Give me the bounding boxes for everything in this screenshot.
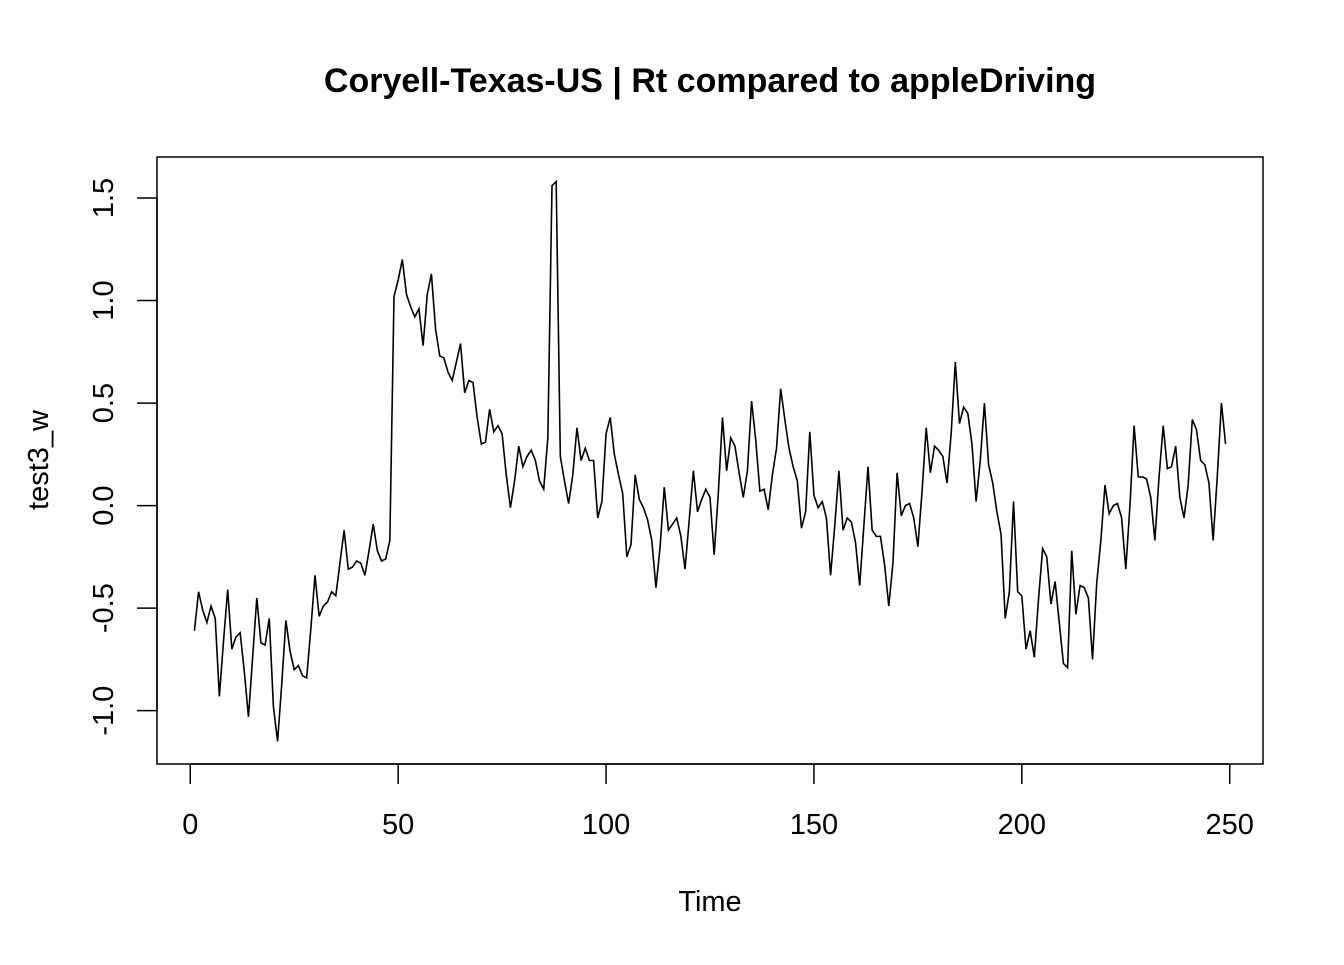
x-tick-label: 250 (1206, 809, 1254, 841)
y-tick-label: 1.0 (88, 280, 120, 320)
y-tick-label: 1.5 (88, 178, 120, 218)
y-axis-label: test3_w (23, 409, 55, 510)
y-tick-label: 0.5 (88, 383, 120, 423)
series-line (193, 179, 1227, 742)
x-tick-label: 0 (182, 809, 198, 841)
x-tick-label: 50 (382, 809, 414, 841)
series-layer (193, 179, 1227, 742)
y-tick-label: -1.0 (88, 686, 120, 736)
x-axis-label: Time (678, 886, 741, 918)
x-tick-label: 100 (582, 809, 630, 841)
y-tick-label: 0.0 (88, 485, 120, 525)
x-tick-label: 150 (790, 809, 838, 841)
y-axis: -1.0 -0.5 0.0 0.5 1.0 1.5 (88, 178, 158, 736)
y-tick-label: -0.5 (88, 583, 120, 633)
x-axis: 0 50 100 150 200 250 (182, 763, 1254, 841)
chart-title: Coryell-Texas-US | Rt compared to appleD… (324, 62, 1096, 100)
x-tick-label: 200 (998, 809, 1046, 841)
plot-frame (156, 156, 1264, 765)
